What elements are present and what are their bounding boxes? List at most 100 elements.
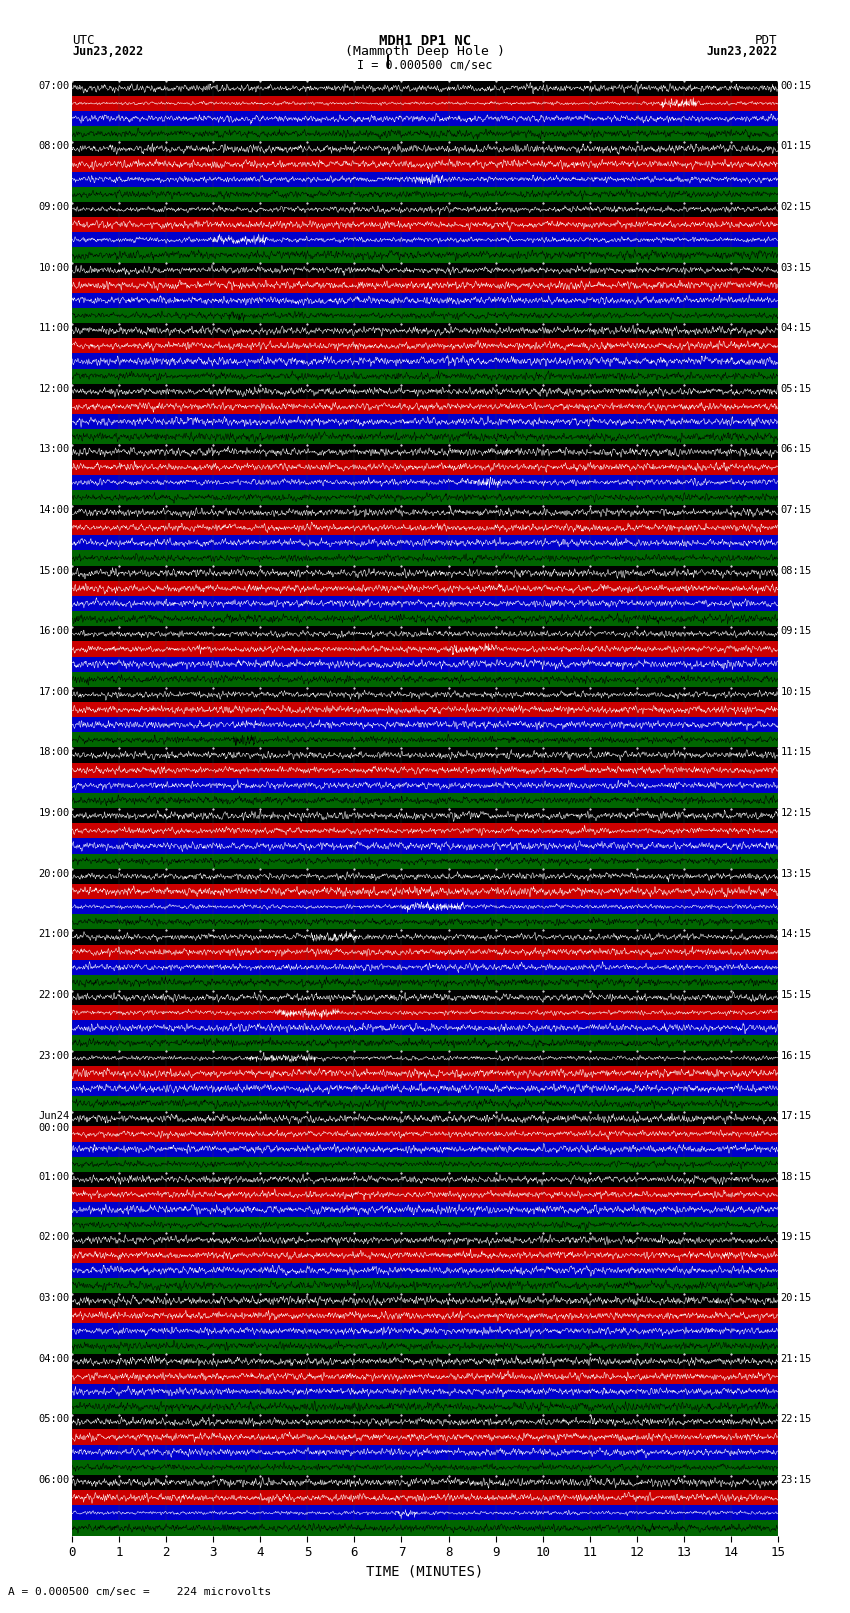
- Bar: [72, 218, 778, 232]
- Bar: [72, 384, 778, 398]
- Bar: [72, 1505, 778, 1521]
- Bar: [72, 1126, 778, 1142]
- Bar: [72, 1323, 778, 1339]
- Bar: [72, 718, 778, 732]
- Bar: [72, 308, 778, 323]
- Bar: [72, 581, 778, 595]
- Bar: [72, 1521, 778, 1536]
- Bar: [72, 671, 778, 687]
- Bar: [72, 1339, 778, 1353]
- Bar: [72, 111, 778, 126]
- Bar: [72, 1308, 778, 1323]
- Bar: [72, 687, 778, 702]
- Bar: [72, 1277, 778, 1294]
- Bar: [72, 747, 778, 763]
- Bar: [72, 915, 778, 929]
- Bar: [72, 323, 778, 339]
- Bar: [72, 611, 778, 626]
- Bar: [72, 126, 778, 142]
- Bar: [72, 247, 778, 263]
- Bar: [72, 1066, 778, 1081]
- Bar: [72, 1171, 778, 1187]
- Bar: [72, 1097, 778, 1111]
- Bar: [72, 732, 778, 747]
- Bar: [72, 1384, 778, 1398]
- Bar: [72, 1460, 778, 1474]
- Bar: [72, 869, 778, 884]
- Bar: [72, 1218, 778, 1232]
- Bar: [72, 1202, 778, 1218]
- Bar: [72, 429, 778, 444]
- Bar: [72, 763, 778, 777]
- Bar: [72, 474, 778, 490]
- Bar: [72, 1232, 778, 1247]
- Bar: [72, 990, 778, 1005]
- Bar: [72, 595, 778, 611]
- Bar: [72, 1081, 778, 1097]
- Bar: [72, 1429, 778, 1445]
- Bar: [72, 353, 778, 369]
- Text: MDH1 DP1 NC: MDH1 DP1 NC: [379, 34, 471, 48]
- Bar: [72, 294, 778, 308]
- Bar: [72, 156, 778, 171]
- Text: Jun23,2022: Jun23,2022: [72, 45, 144, 58]
- Bar: [72, 839, 778, 853]
- Bar: [72, 263, 778, 277]
- Bar: [72, 974, 778, 990]
- Bar: [72, 519, 778, 536]
- Bar: [72, 1247, 778, 1263]
- Text: A = 0.000500 cm/sec =    224 microvolts: A = 0.000500 cm/sec = 224 microvolts: [8, 1587, 272, 1597]
- Bar: [72, 1445, 778, 1460]
- Bar: [72, 853, 778, 869]
- Bar: [72, 808, 778, 823]
- Bar: [72, 794, 778, 808]
- Bar: [72, 202, 778, 218]
- Bar: [72, 823, 778, 839]
- Bar: [72, 81, 778, 95]
- Text: PDT: PDT: [756, 34, 778, 47]
- Bar: [72, 1142, 778, 1157]
- Bar: [72, 777, 778, 794]
- Bar: [72, 505, 778, 519]
- Bar: [72, 1036, 778, 1050]
- Bar: [72, 1111, 778, 1126]
- Bar: [72, 1021, 778, 1036]
- Bar: [72, 1187, 778, 1202]
- Bar: [72, 929, 778, 945]
- Bar: [72, 702, 778, 718]
- Bar: [72, 960, 778, 974]
- Bar: [72, 536, 778, 550]
- Bar: [72, 277, 778, 294]
- Bar: [72, 171, 778, 187]
- Bar: [72, 1369, 778, 1384]
- Bar: [72, 460, 778, 474]
- Bar: [72, 1157, 778, 1171]
- Text: Jun23,2022: Jun23,2022: [706, 45, 778, 58]
- Bar: [72, 95, 778, 111]
- Bar: [72, 142, 778, 156]
- Bar: [72, 1005, 778, 1021]
- Bar: [72, 369, 778, 384]
- X-axis label: TIME (MINUTES): TIME (MINUTES): [366, 1565, 484, 1579]
- Text: (Mammoth Deep Hole ): (Mammoth Deep Hole ): [345, 45, 505, 58]
- Bar: [72, 566, 778, 581]
- Bar: [72, 1050, 778, 1066]
- Bar: [72, 1353, 778, 1369]
- Bar: [72, 626, 778, 642]
- Bar: [72, 898, 778, 915]
- Bar: [72, 550, 778, 566]
- Bar: [72, 232, 778, 247]
- Bar: [72, 1294, 778, 1308]
- Bar: [72, 1415, 778, 1429]
- Bar: [72, 444, 778, 460]
- Text: I = 0.000500 cm/sec: I = 0.000500 cm/sec: [357, 58, 493, 71]
- Bar: [72, 415, 778, 429]
- Bar: [72, 656, 778, 671]
- Bar: [72, 945, 778, 960]
- Bar: [72, 642, 778, 656]
- Text: UTC: UTC: [72, 34, 94, 47]
- Bar: [72, 339, 778, 353]
- Bar: [72, 187, 778, 202]
- Bar: [72, 1263, 778, 1277]
- Bar: [72, 1474, 778, 1490]
